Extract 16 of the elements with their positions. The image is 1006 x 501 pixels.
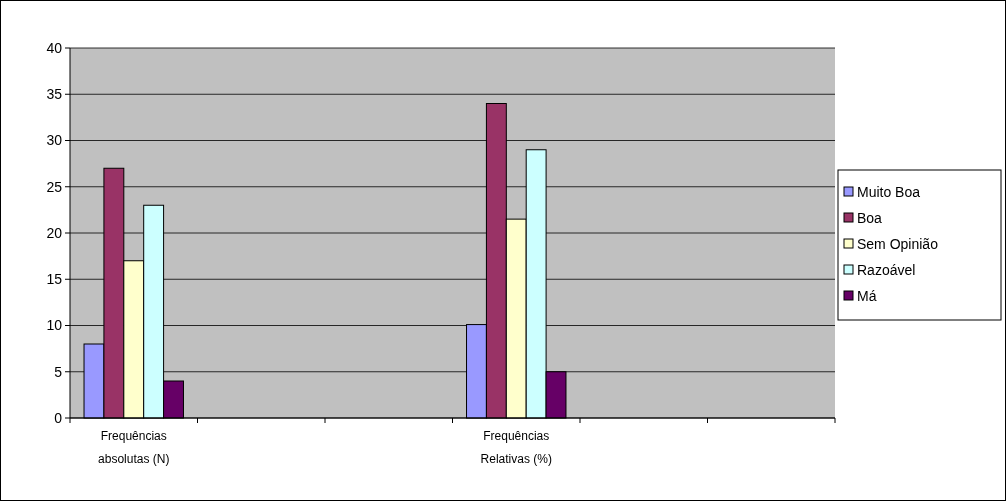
legend-label: Muito Boa: [857, 183, 921, 200]
y-tick-label: 20: [46, 224, 63, 241]
x-tick-label: Frequências absolutas (N): [98, 429, 170, 466]
y-tick-label: 35: [46, 86, 63, 103]
y-tick-label: 5: [54, 363, 63, 380]
x-tick-label: Frequências Relativas (%): [480, 429, 552, 466]
legend-label: Sem Opinião: [857, 235, 939, 252]
legend-label: Má: [857, 287, 877, 304]
y-tick-label: 25: [46, 178, 63, 195]
y-tick-label: 15: [46, 271, 63, 288]
y-tick-label: 30: [46, 132, 63, 149]
legend-label: Razoável: [857, 261, 916, 278]
y-tick-label: 0: [54, 409, 63, 426]
y-tick-label: 10: [46, 317, 63, 334]
legend-label: Boa: [857, 209, 883, 226]
y-tick-label: 40: [46, 39, 63, 56]
